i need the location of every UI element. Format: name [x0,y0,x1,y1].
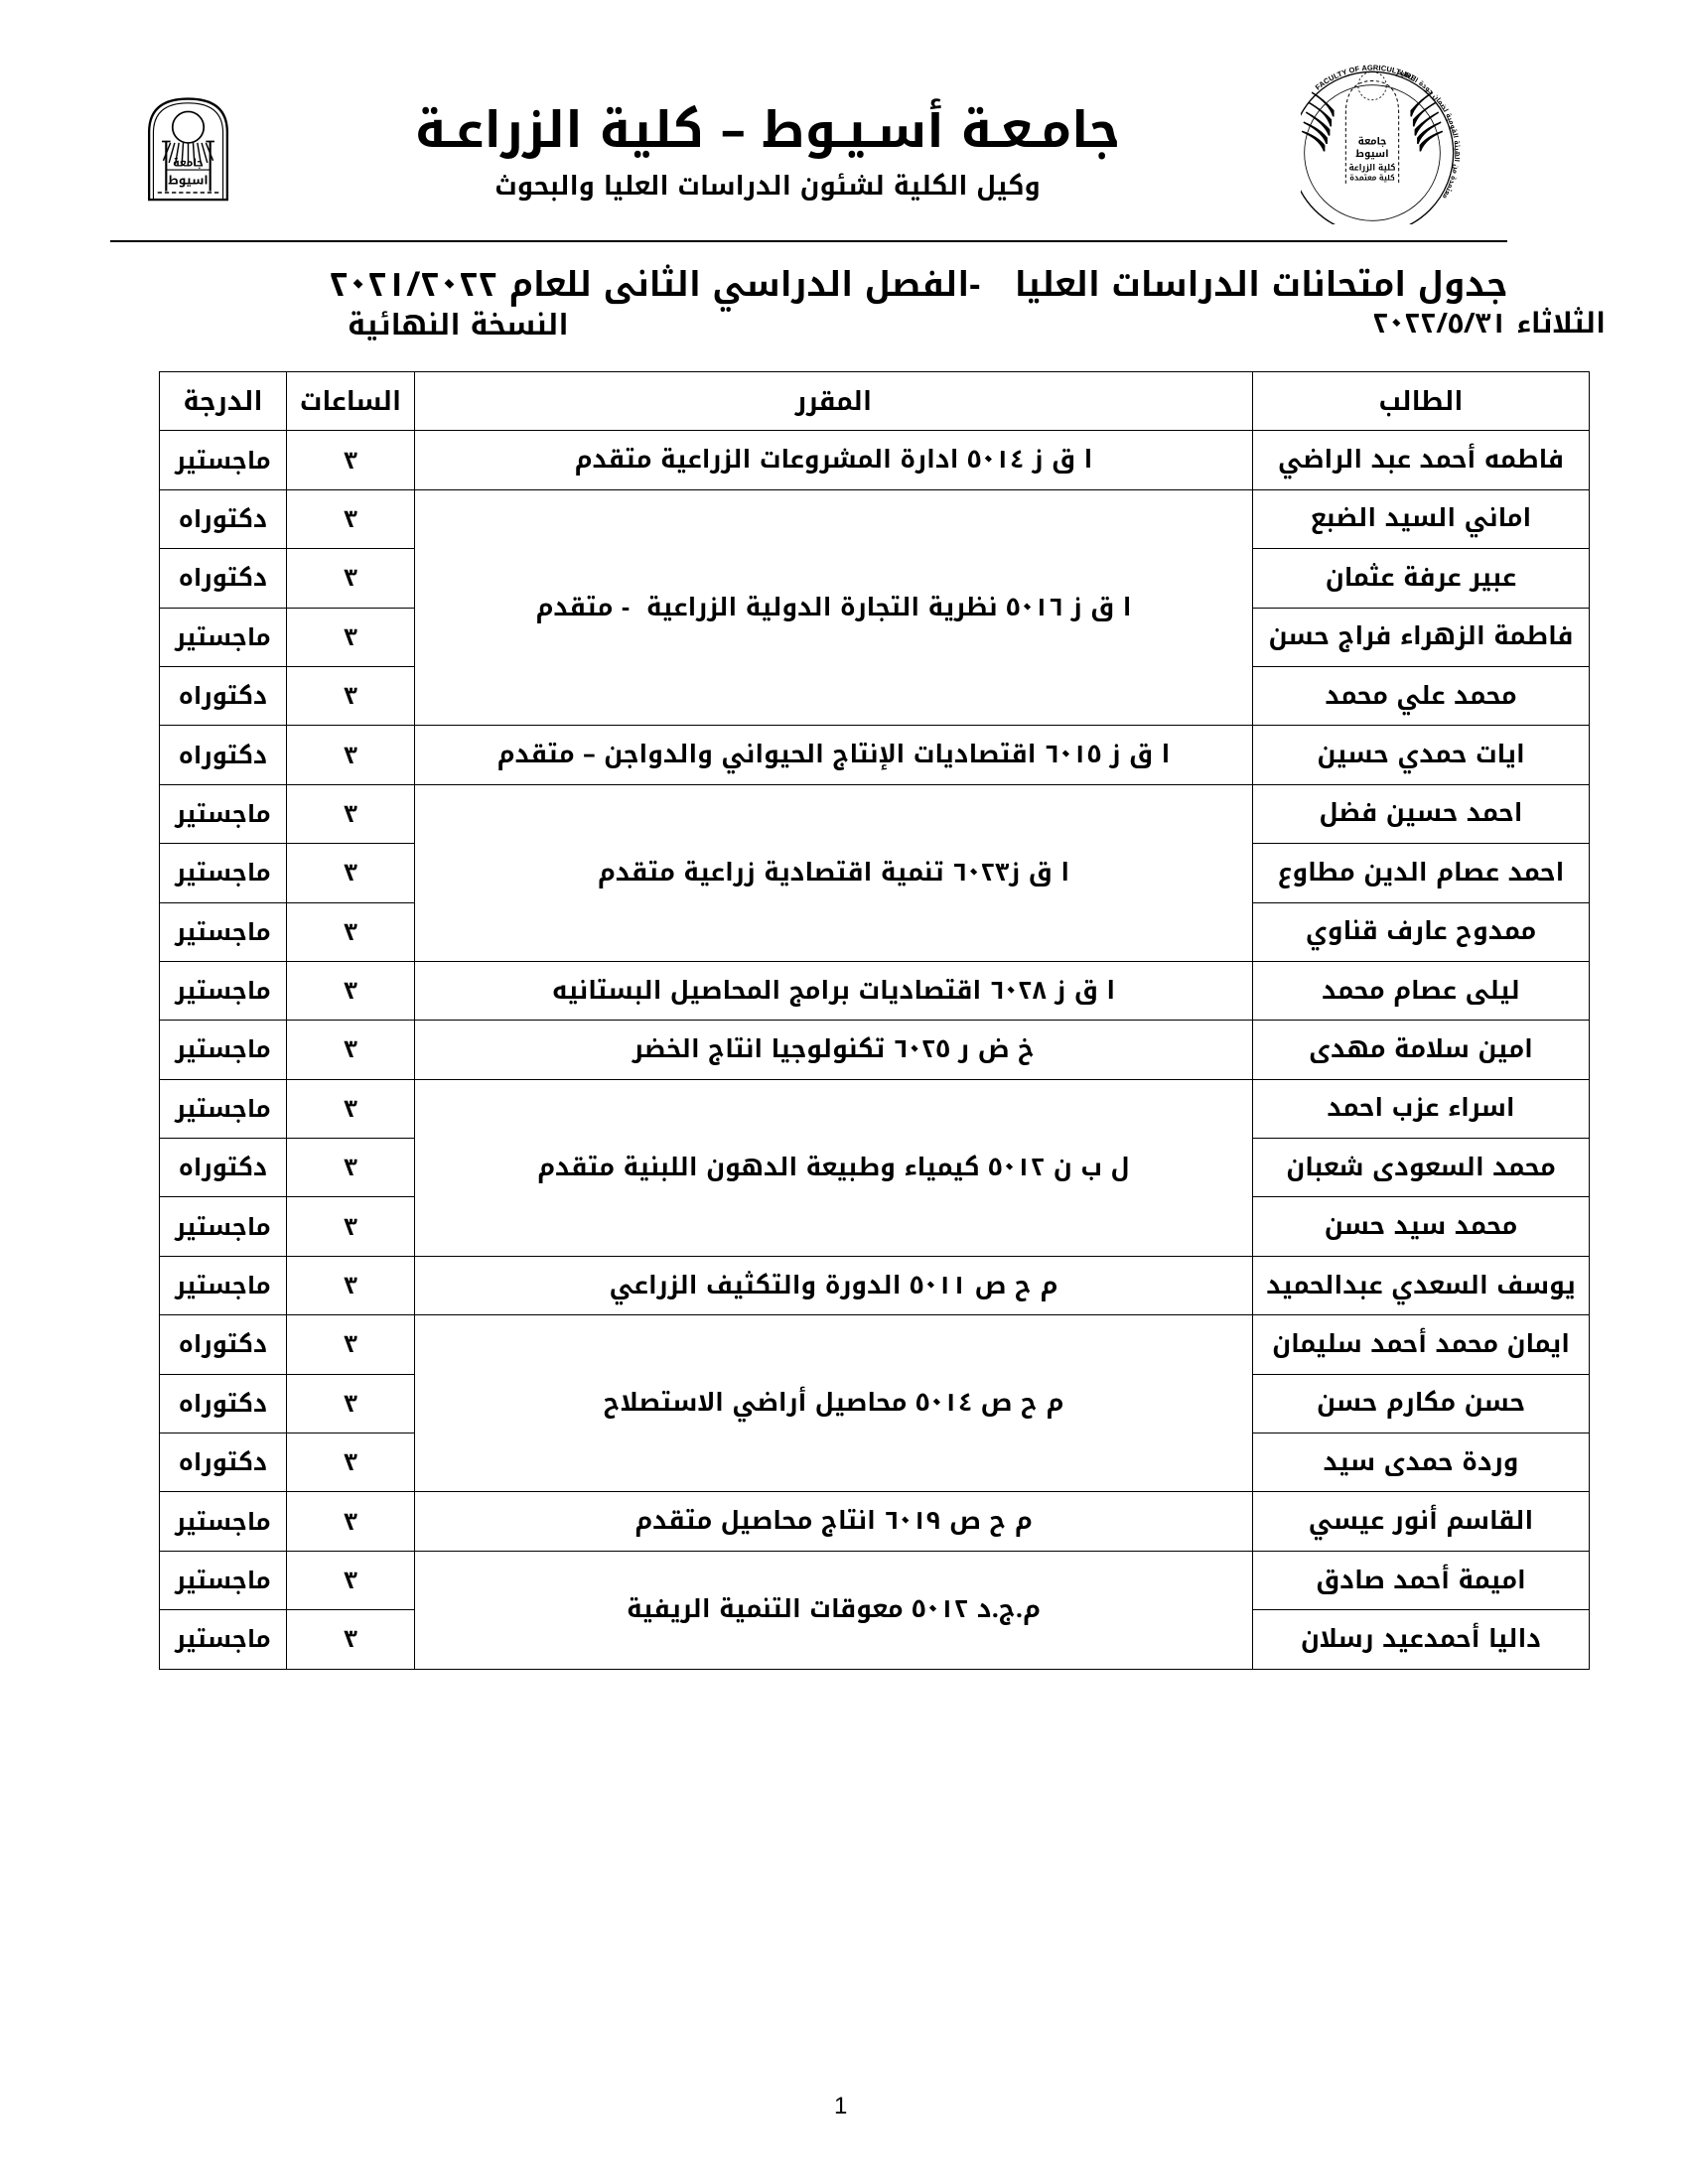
svg-text:كلية معتمدة: كلية معتمدة [1349,171,1395,186]
svg-text:معتمدة من الهيئة القومية لضمان: معتمدة من الهيئة القومية لضمان جودة التع… [1394,67,1463,202]
